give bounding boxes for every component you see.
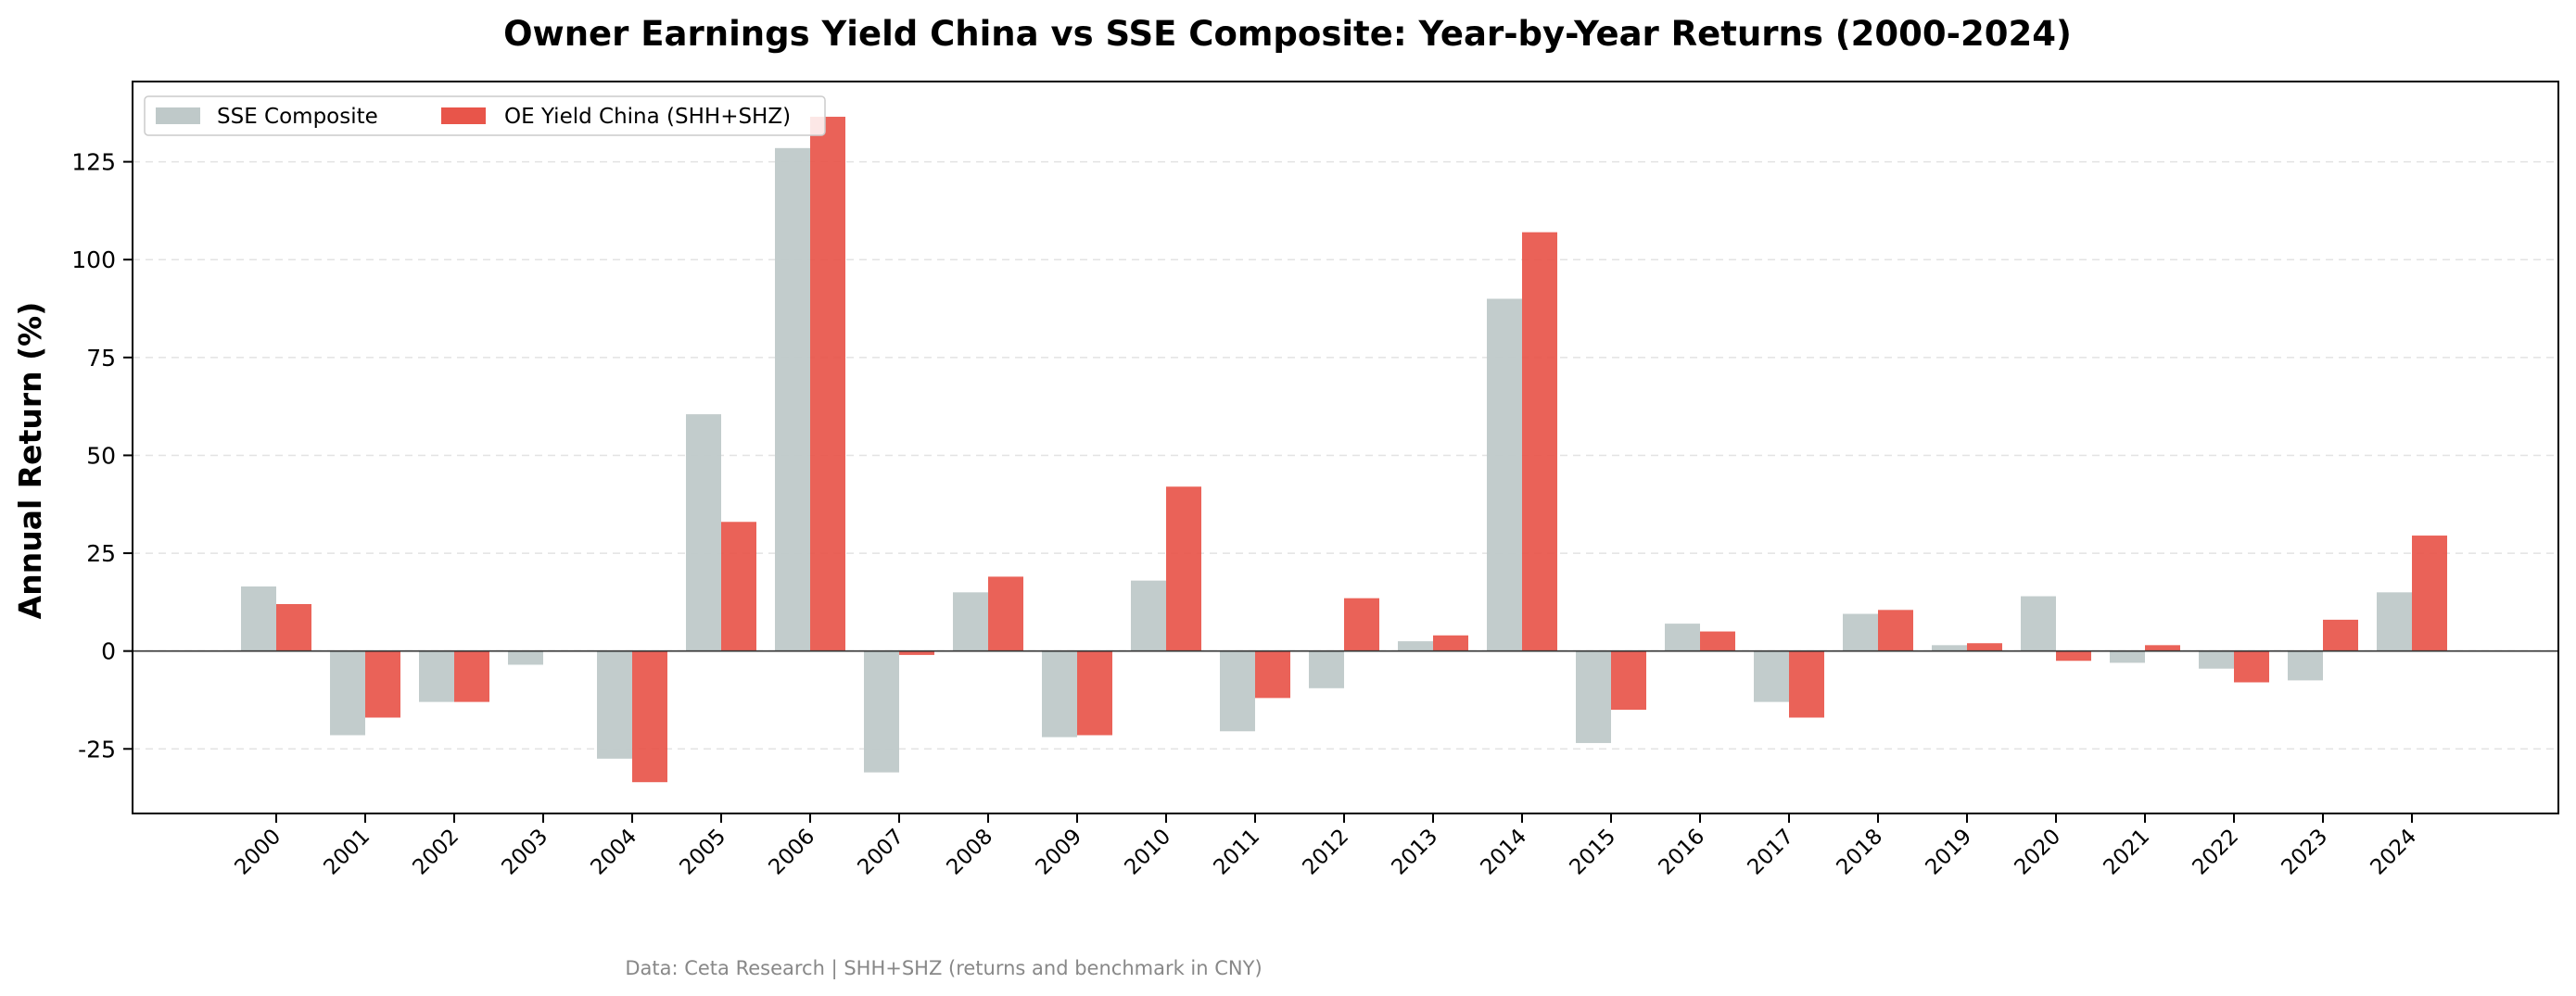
legend-swatch-oe-yield-china <box>441 107 486 124</box>
y-axis-label: Annual Return (%) <box>12 302 48 620</box>
x-tick-label-2005: 2005 <box>675 825 730 880</box>
bar-oe-yield-china-2002 <box>454 650 489 702</box>
bar-oe-yield-china-2009 <box>1077 650 1112 736</box>
bar-oe-yield-china-2019 <box>1967 643 2002 651</box>
bar-oe-yield-china-2011 <box>1255 650 1290 699</box>
bar-sse-composite-2010 <box>1131 580 1166 651</box>
bar-oe-yield-china-2024 <box>2412 536 2447 651</box>
bar-oe-yield-china-2017 <box>1789 650 1824 718</box>
x-tick-label-2020: 2020 <box>2010 825 2065 880</box>
bar-sse-composite-2015 <box>1576 650 1611 743</box>
bar-oe-yield-china-2012 <box>1344 598 1379 651</box>
y-tick-label-5: 100 <box>71 246 116 273</box>
y-axis-ticks: -25 0 25 50 75 100 125 <box>71 149 133 763</box>
bar-sse-composite-2017 <box>1754 650 1789 702</box>
bar-oe-yield-china-2021 <box>2145 645 2180 651</box>
gridlines <box>133 160 2558 750</box>
bar-oe-yield-china-2004 <box>632 650 667 783</box>
bar-sse-composite-2022 <box>2199 650 2234 669</box>
x-tick-label-2018: 2018 <box>1832 825 1887 880</box>
x-tick-label-2013: 2013 <box>1387 825 1442 880</box>
source-note: Data: Ceta Research | SHH+SHZ (returns a… <box>625 957 1262 980</box>
y-tick-label-3: 50 <box>86 442 116 469</box>
x-axis-ticks: 2000 2001 2002 2003 2004 2005 2006 2007 2008 2009… <box>230 813 2421 880</box>
x-tick-label-2012: 2012 <box>1298 825 1353 880</box>
bar-sse-composite-2006 <box>775 147 810 651</box>
x-tick-label-2021: 2021 <box>2099 825 2154 880</box>
bar-oe-yield-china-2007 <box>899 650 934 655</box>
bar-sse-composite-2018 <box>1843 613 1878 651</box>
bar-sse-composite-2013 <box>1398 641 1433 651</box>
bars <box>241 117 2447 783</box>
bar-sse-composite-2023 <box>2288 650 2323 681</box>
bar-sse-composite-2001 <box>330 650 365 736</box>
bar-sse-composite-2024 <box>2377 592 2412 651</box>
bar-sse-composite-2002 <box>419 650 454 702</box>
bar-sse-composite-2020 <box>2021 596 2056 651</box>
bar-sse-composite-2005 <box>686 414 721 651</box>
x-tick-label-2017: 2017 <box>1743 825 1798 880</box>
x-tick-label-2011: 2011 <box>1209 825 1264 880</box>
y-tick-label-6: 125 <box>71 149 116 176</box>
x-tick-label-2003: 2003 <box>497 825 552 880</box>
bar-oe-yield-china-2020 <box>2056 650 2091 662</box>
x-tick-label-2010: 2010 <box>1120 825 1175 880</box>
bar-sse-composite-2011 <box>1220 650 1255 732</box>
legend-swatch-sse-composite <box>156 107 200 124</box>
y-tick-label-1: 0 <box>101 638 116 665</box>
bar-sse-composite-2007 <box>864 650 899 773</box>
legend-label-oe-yield-china: OE Yield China (SHH+SHZ) <box>504 105 791 129</box>
bar-oe-yield-china-2010 <box>1166 486 1201 651</box>
bar-oe-yield-china-2014 <box>1522 232 1557 651</box>
x-tick-label-2007: 2007 <box>853 825 908 880</box>
bar-oe-yield-china-2018 <box>1878 610 1913 651</box>
x-tick-label-2014: 2014 <box>1476 825 1531 880</box>
legend-label-sse-composite: SSE Composite <box>217 105 378 129</box>
x-tick-label-2023: 2023 <box>2277 825 2332 880</box>
plot-frame <box>132 81 2559 814</box>
bar-sse-composite-2008 <box>953 592 988 651</box>
x-tick-label-2016: 2016 <box>1654 825 1709 880</box>
bar-oe-yield-china-2008 <box>988 576 1023 651</box>
bar-oe-yield-china-2023 <box>2323 619 2358 651</box>
bar-sse-composite-2004 <box>597 650 632 759</box>
y-tick-label-0: -25 <box>78 736 116 763</box>
legend: SSE Composite OE Yield China (SHH+SHZ) <box>144 95 826 136</box>
bar-sse-composite-2009 <box>1042 650 1077 738</box>
bar-oe-yield-china-2022 <box>2234 650 2269 683</box>
x-tick-label-2015: 2015 <box>1565 825 1620 880</box>
x-tick-label-2008: 2008 <box>942 825 997 880</box>
bar-oe-yield-china-2013 <box>1433 635 1468 651</box>
y-tick-label-4: 75 <box>86 345 116 372</box>
x-tick-label-2002: 2002 <box>408 825 463 880</box>
bar-sse-composite-2000 <box>241 586 276 651</box>
x-tick-label-2000: 2000 <box>230 825 286 880</box>
x-tick-label-2006: 2006 <box>764 825 819 880</box>
x-tick-label-2001: 2001 <box>319 825 374 880</box>
x-tick-label-2022: 2022 <box>2188 825 2243 880</box>
bar-oe-yield-china-2016 <box>1700 631 1735 651</box>
x-tick-label-2024: 2024 <box>2366 825 2421 880</box>
bar-oe-yield-china-2001 <box>365 650 400 718</box>
y-tick-label-2: 25 <box>86 540 116 567</box>
bar-oe-yield-china-2000 <box>276 603 311 651</box>
bar-oe-yield-china-2006 <box>810 117 845 651</box>
bar-sse-composite-2012 <box>1309 650 1344 688</box>
chart-title: Owner Earnings Yield China vs SSE Compos… <box>503 14 2072 54</box>
bar-oe-yield-china-2005 <box>721 522 756 651</box>
bar-sse-composite-2014 <box>1487 298 1522 651</box>
bar-sse-composite-2021 <box>2110 650 2145 663</box>
bar-oe-yield-china-2015 <box>1611 650 1646 711</box>
bar-sse-composite-2019 <box>1932 645 1967 651</box>
bar-sse-composite-2003 <box>508 650 543 665</box>
x-tick-label-2004: 2004 <box>586 825 641 880</box>
x-tick-label-2009: 2009 <box>1031 825 1086 880</box>
x-tick-label-2019: 2019 <box>1921 825 1976 880</box>
bar-sse-composite-2016 <box>1665 624 1700 651</box>
